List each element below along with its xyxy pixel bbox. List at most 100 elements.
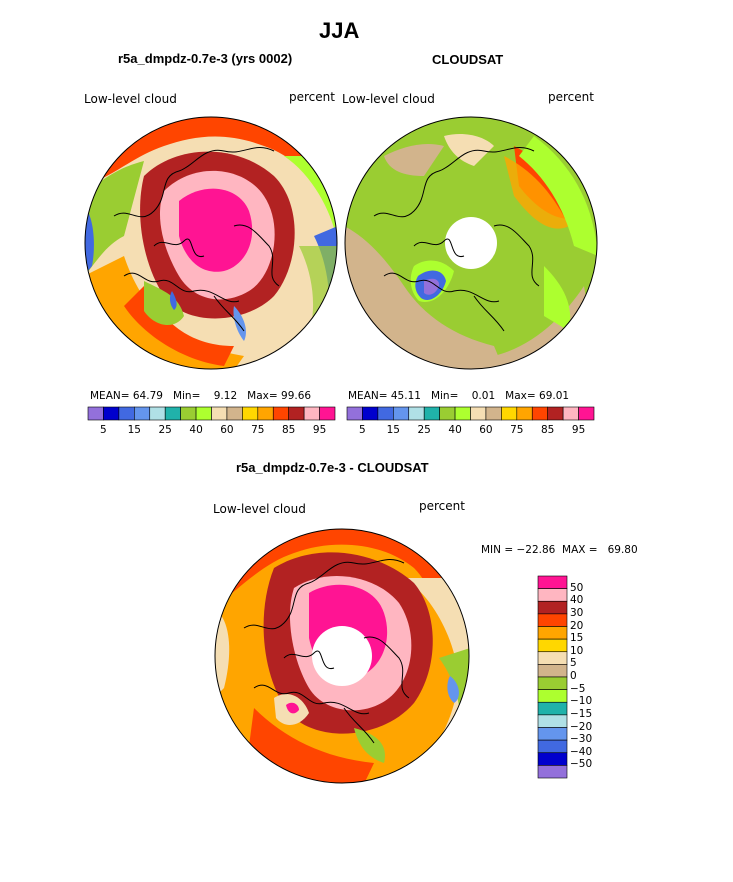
left-colorbar-swatch xyxy=(180,406,197,421)
right-colorbar-swatch xyxy=(516,406,533,421)
bottom-colorbar-swatch xyxy=(537,600,568,615)
right-colorbar-swatch xyxy=(578,406,595,421)
left-colorbar-swatch xyxy=(272,406,289,421)
bottom-colorbar-tick-label: −5 xyxy=(570,682,586,695)
left-units-label: percent xyxy=(289,90,335,104)
left-mean-value: 64.79 xyxy=(132,390,163,402)
left-colorbar-swatch xyxy=(288,406,305,421)
bottom-colorbar-swatch xyxy=(537,701,568,716)
right-mean-value: 45.11 xyxy=(390,390,421,402)
left-colorbar-swatch xyxy=(303,406,320,421)
right-min-value: 0.01 xyxy=(471,390,496,402)
right-max-label: Max= xyxy=(505,390,536,402)
figure-title: JJA xyxy=(319,18,360,43)
right-colorbar-swatch xyxy=(346,406,363,421)
bottom-colorbar-tick-label: 40 xyxy=(570,594,584,607)
right-max-value: 69.01 xyxy=(539,390,570,402)
bottom-stats: MIN = −22.86 MAX = 69.80 xyxy=(481,544,638,556)
bottom-colorbar-swatch xyxy=(537,664,568,678)
right-colorbar-swatch xyxy=(501,406,518,421)
right-colorbar-tick-label: 95 xyxy=(571,424,586,436)
left-colorbar-swatch xyxy=(226,406,243,421)
bottom-colorbar-swatch xyxy=(537,638,568,653)
bottom-colorbar-swatch xyxy=(537,689,568,703)
left-variable-label: Low-level cloud xyxy=(84,92,177,106)
right-colorbar-tick-label: 40 xyxy=(448,424,462,436)
bottom-colorbar-tick-label: −15 xyxy=(570,707,593,720)
bottom-colorbar-swatch xyxy=(537,727,568,741)
bottom-colorbar-tick-label: −20 xyxy=(570,720,593,733)
left-colorbar-tick-label: 75 xyxy=(251,424,265,436)
left-colorbar-swatch xyxy=(118,406,135,421)
left-colorbar xyxy=(87,406,336,421)
left-colorbar-tick-label: 85 xyxy=(282,424,296,436)
left-colorbar-swatch xyxy=(134,406,151,421)
right-colorbar-tick-label: 60 xyxy=(479,424,493,436)
bottom-colorbar-tick-label: 10 xyxy=(570,644,584,657)
left-colorbar-swatch xyxy=(211,406,228,421)
right-min-label: Min= xyxy=(430,390,459,402)
left-colorbar-swatch xyxy=(164,406,181,421)
bottom-colorbar-tick-label: −10 xyxy=(570,695,593,708)
right-variable-label: Low-level cloud xyxy=(342,92,435,106)
bottom-colorbar-swatch xyxy=(537,651,568,665)
bottom-colorbar-tick-label: 20 xyxy=(570,619,584,632)
bottom-colorbar-tick-label: 0 xyxy=(570,670,577,682)
bottom-colorbar-tick-label: 5 xyxy=(570,657,577,670)
bottom-colorbar-tick-label: −40 xyxy=(570,745,593,758)
bottom-colorbar-swatch xyxy=(537,676,568,690)
left-colorbar-swatch xyxy=(242,406,259,421)
left-colorbar-tick-label: 25 xyxy=(158,424,172,436)
right-colorbar xyxy=(346,406,595,421)
bottom-colorbar-tick-label: 50 xyxy=(570,581,584,594)
right-colorbar-tick-label: 85 xyxy=(541,424,555,436)
right-colorbar-swatch xyxy=(562,406,579,421)
bottom-colorbar-swatch xyxy=(537,714,568,728)
bottom-colorbar-swatch xyxy=(537,575,568,589)
left-colorbar-swatch xyxy=(195,406,212,421)
left-max-value: 99.66 xyxy=(281,390,312,402)
left-colorbar-swatch xyxy=(103,406,120,421)
right-colorbar-ticks: 5 15 25 40 60 75 85 95 xyxy=(347,424,594,438)
right-colorbar-swatch xyxy=(454,406,471,421)
right-colorbar-tick-label: 75 xyxy=(510,424,524,436)
right-colorbar-tick-label: 5 xyxy=(359,424,366,436)
right-colorbar-swatch xyxy=(439,406,456,421)
right-colorbar-swatch xyxy=(393,406,410,421)
left-colorbar-tick-label: 15 xyxy=(127,424,141,436)
left-colorbar-swatch xyxy=(319,406,336,421)
right-colorbar-swatch xyxy=(423,406,440,421)
right-units-label: percent xyxy=(548,90,594,104)
right-colorbar-tick-label: 15 xyxy=(386,424,400,436)
left-colorbar-swatch xyxy=(149,406,166,421)
bottom-colorbar-tick-label: 30 xyxy=(570,606,584,619)
bottom-colorbar-swatch xyxy=(537,626,568,640)
bottom-polar-map xyxy=(214,528,470,784)
right-colorbar-swatch xyxy=(470,406,487,421)
bottom-colorbar-tick-label: 15 xyxy=(570,632,584,645)
left-colorbar-ticks: 5 15 25 40 60 75 85 95 xyxy=(88,424,335,438)
bottom-colorbar-swatch xyxy=(537,588,568,602)
right-polar-map xyxy=(344,116,598,370)
right-colorbar-swatch xyxy=(547,406,564,421)
left-stats: MEAN= 64.79 Min= 9.12 Max= 99.66 xyxy=(90,390,311,402)
bottom-colorbar-swatch xyxy=(537,752,568,766)
left-min-value: 9.12 xyxy=(213,390,238,402)
left-max-label: Max= xyxy=(247,390,278,402)
bottom-colorbar-tick-label: −30 xyxy=(570,733,593,746)
left-colorbar-tick-label: 5 xyxy=(100,424,107,436)
panel-bottom-title: r5a_dmpdz-0.7e-3 - CLOUDSAT xyxy=(236,460,429,475)
bottom-colorbar-swatch xyxy=(537,739,568,754)
left-colorbar-tick-label: 95 xyxy=(312,424,327,436)
right-colorbar-swatch xyxy=(485,406,502,421)
bottom-variable-label: Low-level cloud xyxy=(213,502,306,516)
panel-left-title: r5a_dmpdz-0.7e-3 (yrs 0002) xyxy=(118,51,293,66)
bottom-colorbar-swatch xyxy=(537,613,568,627)
panel-right-title: CLOUDSAT xyxy=(432,52,504,67)
right-mean-label: MEAN= xyxy=(348,390,388,402)
right-colorbar-swatch xyxy=(408,406,425,421)
left-polar-map xyxy=(84,116,338,370)
right-colorbar-swatch xyxy=(531,406,548,421)
right-colorbar-tick-label: 25 xyxy=(417,424,431,436)
left-min-label: Min= xyxy=(172,390,201,402)
